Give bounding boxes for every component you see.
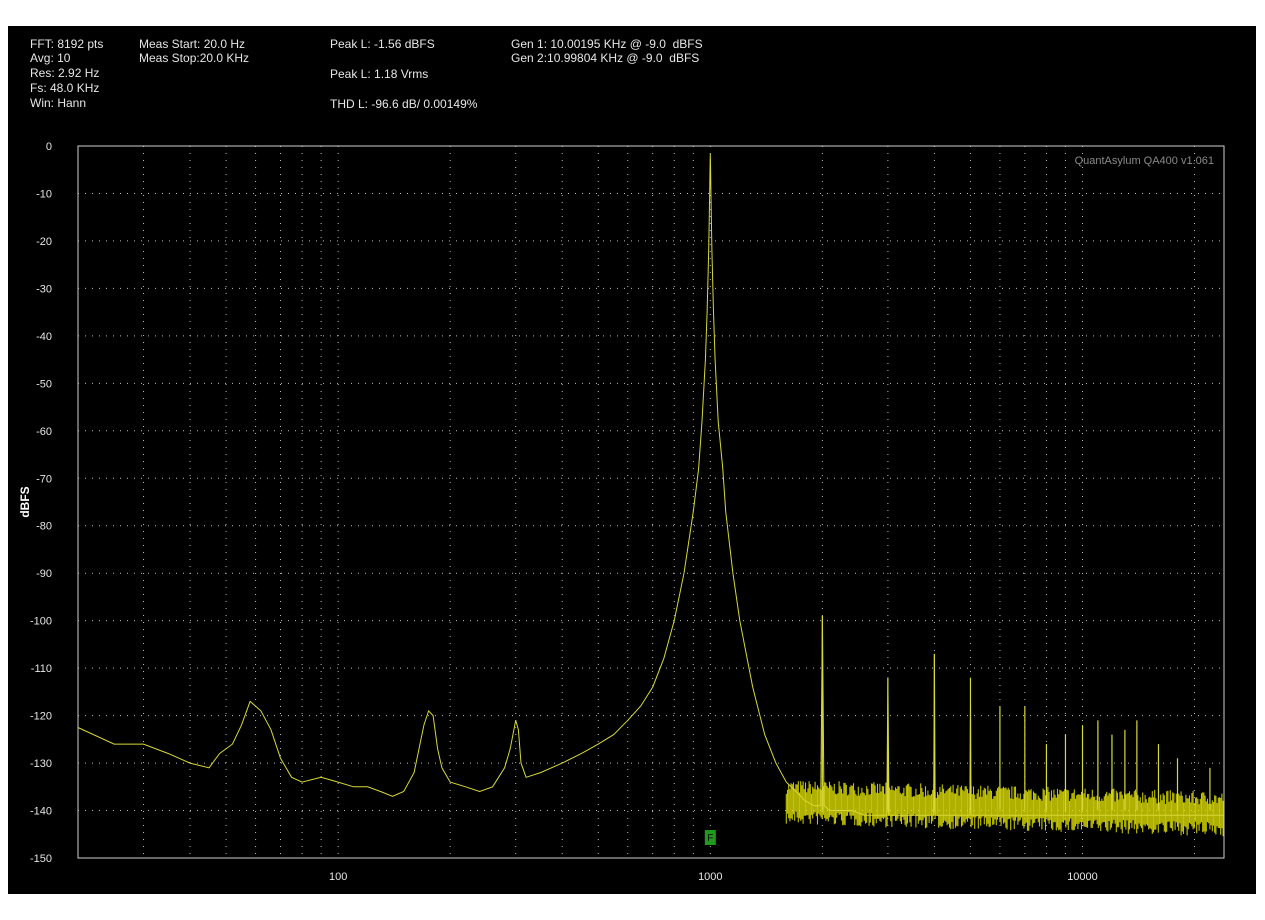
- y-tick-label: -30: [36, 283, 52, 295]
- noise-floor-band: [785, 781, 1224, 837]
- watermark-text: QuantAsylum QA400 v1.061: [1075, 155, 1214, 167]
- y-tick-label: -140: [30, 806, 52, 818]
- marker-label: F: [707, 833, 713, 844]
- thd-text: THD L: -96.6 dB/ 0.00149%: [330, 97, 478, 111]
- resolution-text: Res: 2.92 Hz: [30, 66, 100, 80]
- marker-box: [704, 830, 716, 845]
- y-tick-label: -80: [36, 521, 52, 533]
- spectrum-trace: [77, 153, 1224, 816]
- y-tick-label: -40: [36, 331, 52, 343]
- y-tick-label: -100: [30, 616, 52, 628]
- x-tick-label: 10000: [1067, 871, 1098, 883]
- meas-start-text: Meas Start: 20.0 Hz: [139, 37, 246, 51]
- y-tick-label: -20: [36, 236, 52, 248]
- x-tick-label: 100: [329, 871, 347, 883]
- y-tick-label: -150: [30, 853, 52, 865]
- harmonic-spikes: [821, 615, 1211, 811]
- fft-size-text: FFT: 8192 pts: [30, 37, 104, 51]
- y-tick-label: -60: [36, 426, 52, 438]
- y-tick-label: -50: [36, 378, 52, 390]
- y-tick-label: -130: [30, 758, 52, 770]
- y-tick-label: -120: [30, 711, 52, 723]
- peak-vrms-text: Peak L: 1.18 Vrms: [330, 67, 429, 81]
- meas-stop-text: Meas Stop:20.0 KHz: [139, 51, 250, 65]
- y-tick-labels: 0 -10 -20 -30 -40 -50 -60 -70 -80 -90 -100 -110 -120…: [30, 141, 52, 865]
- y-tick-label: -10: [36, 188, 52, 200]
- spectrum-plot: 0 -10 -20 -30 -40 -50 -60 -70 -80 -90 -100 -110 -120…: [18, 141, 1225, 883]
- x-tick-label: 1000: [698, 871, 722, 883]
- y-tick-label: 0: [46, 141, 52, 153]
- fundamental-marker[interactable]: F: [704, 830, 716, 845]
- sample-rate-text: Fs: 48.0 KHz: [30, 81, 100, 95]
- plot-border: [77, 145, 1225, 859]
- peak-dbfs-text: Peak L: -1.56 dBFS: [330, 37, 435, 51]
- window-text: Win: Hann: [30, 96, 87, 110]
- noise-fuzz: [785, 781, 1224, 837]
- generator-2-text: Gen 2:10.99804 KHz @ -9.0 dBFS: [511, 51, 700, 65]
- x-tick-labels: 100 1000 10000: [329, 871, 1098, 883]
- generator-1-text: Gen 1: 10.00195 KHz @ -9.0 dBFS: [511, 37, 703, 51]
- averages-text: Avg: 10: [30, 51, 71, 65]
- y-tick-label: -70: [36, 473, 52, 485]
- y-tick-label: -110: [31, 663, 52, 675]
- y-axis-label: dBFS: [18, 486, 32, 517]
- analyzer-window: FFT: 8192 pts Avg: 10 Res: 2.92 Hz Fs: 4…: [8, 26, 1256, 894]
- plot-grid: [78, 146, 1224, 858]
- y-tick-label: -90: [36, 568, 52, 580]
